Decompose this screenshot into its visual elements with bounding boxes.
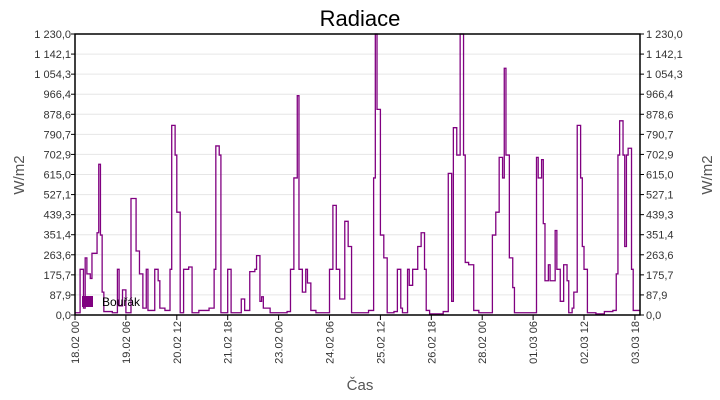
y-tick-label-left: 527,1 [43, 190, 71, 202]
y-tick-label-right: 702,9 [646, 149, 674, 161]
y-tick-label-left: 175,7 [43, 270, 71, 282]
y-tick-label-right: 1 230,0 [646, 29, 683, 41]
y-tick-label-right: 439,3 [646, 210, 674, 222]
y-axis-label-left: W/m2 [11, 155, 28, 194]
y-tick-label-left: 615,0 [43, 170, 71, 182]
x-tick-label: 21.02 18 [223, 321, 235, 364]
series-group [74, 33, 640, 315]
x-tick-label: 02.03 12 [579, 321, 591, 364]
chart-title: Radiace [320, 6, 401, 31]
y-tick-label-left: 1 054,3 [34, 69, 71, 81]
legend-label: Bouřák [102, 295, 141, 309]
y-tick-label-right: 263,6 [646, 250, 674, 262]
y-tick-label-right: 878,6 [646, 109, 674, 121]
y-tick-label-left: 0,0 [56, 310, 71, 322]
series-line-0 [75, 33, 640, 315]
y-tick-label-right: 0,0 [646, 310, 661, 322]
x-tick-label: 20.02 12 [172, 321, 184, 364]
y-tick-label-left: 878,6 [43, 109, 71, 121]
grid-lines [75, 53, 640, 296]
y-tick-label-left: 1 230,0 [34, 29, 71, 41]
x-axis: 18.02 00 19.02 06 20.02 12 21.02 18 23.02 00… [70, 315, 642, 364]
y-tick-label-left: 351,4 [43, 230, 71, 242]
y-tick-label-right: 966,4 [646, 89, 674, 101]
y-tick-label-left: 263,6 [43, 250, 71, 262]
x-tick-label: 03.03 18 [630, 321, 642, 364]
y-tick-label-left: 1 142,1 [34, 49, 71, 61]
y-axis-left: 0,0 87,9 175,7 263,6 351,4 439,3 527,1 615,0 702… [34, 29, 75, 322]
x-axis-label: Čas [347, 377, 374, 394]
x-tick-label: 26.02 18 [426, 321, 438, 364]
y-tick-label-left: 790,7 [43, 129, 71, 141]
y-tick-label-right: 1 142,1 [646, 49, 683, 61]
y-axis-right: 0,0 87,9 175,7 263,6 351,4 439,3 527,1 615,0 702… [640, 29, 683, 322]
x-tick-label: 18.02 00 [70, 321, 82, 364]
x-tick-label: 24.02 06 [325, 321, 337, 364]
y-tick-label-right: 87,9 [646, 290, 667, 302]
y-tick-label-left: 87,9 [50, 290, 71, 302]
x-tick-label: 28.02 00 [477, 321, 489, 364]
y-tick-label-left: 702,9 [43, 149, 71, 161]
legend-swatch [82, 296, 93, 307]
y-tick-label-right: 1 054,3 [646, 69, 683, 81]
x-tick-label: 01.03 06 [528, 321, 540, 364]
y-axis-label-right: W/m2 [699, 155, 716, 194]
legend: Bouřák [82, 295, 141, 309]
y-tick-label-right: 175,7 [646, 270, 674, 282]
y-tick-label-left: 439,3 [43, 210, 71, 222]
x-tick-label: 25.02 12 [375, 321, 387, 364]
y-tick-label-left: 966,4 [43, 89, 71, 101]
x-tick-label: 23.02 00 [274, 321, 286, 364]
y-tick-label-right: 790,7 [646, 129, 674, 141]
y-tick-label-right: 351,4 [646, 230, 674, 242]
y-tick-label-right: 615,0 [646, 170, 674, 182]
x-tick-label: 19.02 06 [121, 321, 133, 364]
y-tick-label-right: 527,1 [646, 190, 674, 202]
